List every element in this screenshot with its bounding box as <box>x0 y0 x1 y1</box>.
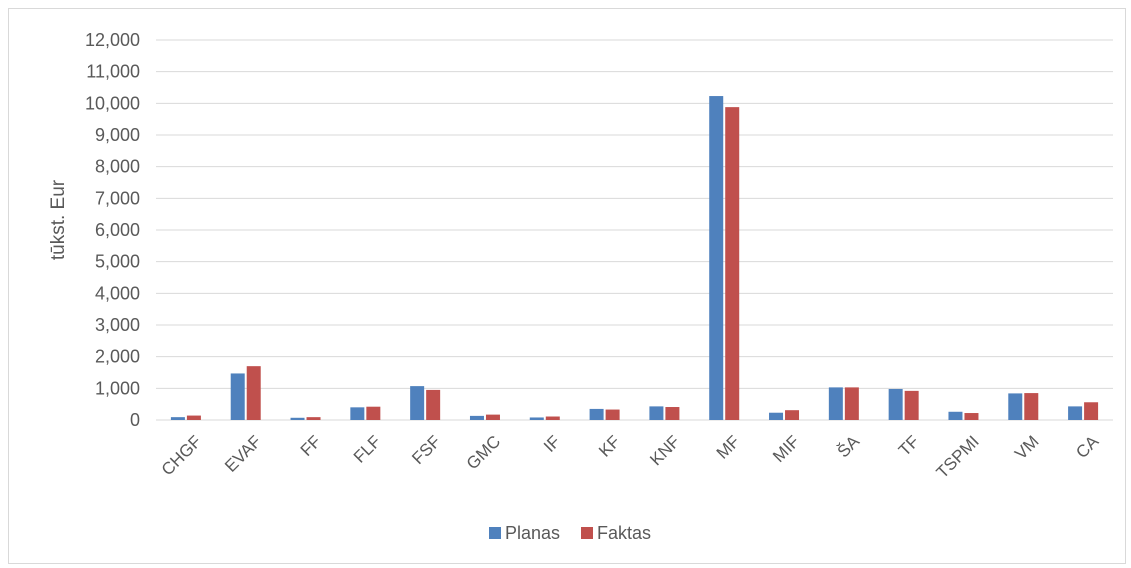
bar-planas-ff <box>290 417 305 420</box>
y-tick-label: 3,000 <box>95 315 140 335</box>
bar-faktas-ca <box>1084 402 1099 420</box>
chart-frame: 0 1,000 2,000 3,000 4,000 5,000 6,000 7,000 8,00… <box>8 8 1126 564</box>
y-tick-label: 9,000 <box>95 125 140 145</box>
x-tick-label: GMC <box>463 432 504 473</box>
y-tick-label: 12,000 <box>85 30 140 50</box>
x-tick-label: TF <box>895 432 923 460</box>
bar-planas-vm <box>1008 393 1023 420</box>
x-tick-label: VM <box>1011 432 1042 463</box>
bar-faktas-mif <box>785 410 800 420</box>
bar-faktas-evaf <box>246 366 261 420</box>
y-tick-label: 10,000 <box>85 93 140 113</box>
bar-faktas-mf <box>725 107 740 420</box>
bar-planas-tspmi <box>948 411 963 420</box>
bar-faktas-tf <box>904 390 919 420</box>
x-tick-label: EVAF <box>221 432 265 476</box>
bar-faktas-kf <box>605 409 620 420</box>
y-axis-label: tūkst. Eur <box>48 179 69 260</box>
bar-planas-kf <box>589 408 604 420</box>
bar-planas-gmc <box>469 415 484 420</box>
bar-faktas-flf <box>366 406 381 420</box>
bar-planas-mif <box>769 412 784 420</box>
x-tick-label: IF <box>540 432 564 456</box>
bar-chart: 0 1,000 2,000 3,000 4,000 5,000 6,000 7,000 8,00… <box>48 30 1113 543</box>
bars <box>170 96 1099 421</box>
y-axis-ticks: 0 1,000 2,000 3,000 4,000 5,000 6,000 7,000 8,00… <box>85 30 140 430</box>
y-tick-label: 4,000 <box>95 283 140 303</box>
bar-planas-if <box>529 417 544 420</box>
y-tick-label: 5,000 <box>95 252 140 272</box>
legend-swatch-planas <box>489 527 501 539</box>
x-tick-label: FLF <box>350 432 385 467</box>
bar-planas-ca <box>1068 406 1083 420</box>
x-tick-label: ŠA <box>834 431 864 461</box>
bar-faktas-gmc <box>485 414 500 420</box>
y-tick-label: 0 <box>130 410 140 430</box>
x-tick-label: CHGF <box>158 432 205 479</box>
x-tick-label: KNF <box>646 432 683 469</box>
bar-planas-mf <box>709 96 724 421</box>
x-tick-label: FSF <box>408 432 444 468</box>
bar-faktas-vm <box>1024 393 1039 420</box>
x-axis-ticks: CHGF EVAF FF FLF FSF GMC IF KF KNF MF MIF ŠA TF TSPMI… <box>158 431 1103 482</box>
bar-planas-fsf <box>410 386 425 420</box>
legend-swatch-faktas <box>581 527 593 539</box>
y-tick-label: 8,000 <box>95 157 140 177</box>
legend-label-faktas: Faktas <box>597 523 651 543</box>
bar-planas-flf <box>350 407 365 420</box>
bar-faktas-tspmi <box>964 413 979 420</box>
gridlines <box>156 39 1113 421</box>
y-tick-label: 7,000 <box>95 188 140 208</box>
y-tick-label: 2,000 <box>95 347 140 367</box>
legend-label-planas: Planas <box>505 523 560 543</box>
x-tick-label: MIF <box>769 432 803 466</box>
bar-planas-ša <box>828 387 843 420</box>
legend: Planas Faktas <box>489 523 651 543</box>
x-tick-label: MF <box>713 432 744 463</box>
y-tick-label: 6,000 <box>95 220 140 240</box>
bar-faktas-knf <box>665 407 680 420</box>
bar-faktas-if <box>545 416 560 420</box>
bar-planas-tf <box>888 388 903 420</box>
bar-faktas-ša <box>844 387 859 420</box>
y-tick-label: 1,000 <box>95 378 140 398</box>
bar-faktas-ff <box>306 417 321 420</box>
bar-faktas-chgf <box>186 415 201 420</box>
bar-planas-evaf <box>230 373 245 420</box>
bar-planas-chgf <box>170 417 185 420</box>
y-tick-label: 11,000 <box>86 62 140 82</box>
x-tick-label: KF <box>595 432 624 461</box>
x-tick-label: TSPMI <box>933 432 983 482</box>
bar-planas-knf <box>649 406 664 420</box>
x-tick-label: CA <box>1072 431 1103 462</box>
bar-faktas-fsf <box>426 389 441 420</box>
x-tick-label: FF <box>297 432 325 460</box>
